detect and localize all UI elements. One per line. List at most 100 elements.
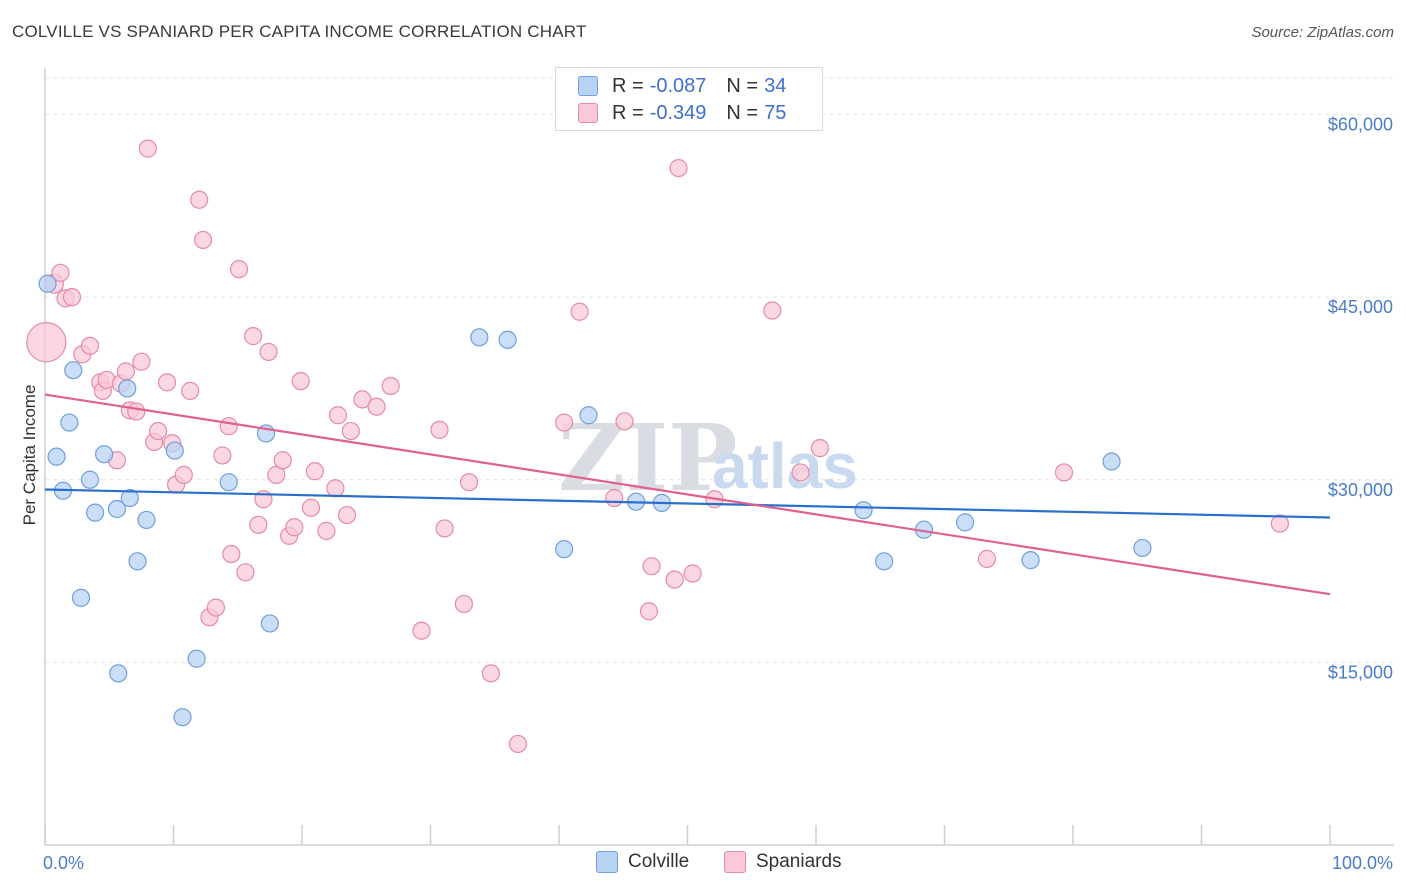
- colville-point: [60, 413, 79, 432]
- legend-r-value: -0.087: [649, 74, 707, 97]
- spaniards-point: [229, 260, 249, 279]
- x-tick-label-start: 0.0%: [43, 853, 84, 873]
- spaniards-point: [132, 352, 151, 371]
- spaniards-point: [669, 158, 688, 178]
- legend-row-spaniards: R = -0.349 N = 75: [578, 101, 786, 125]
- spaniards-point: [305, 462, 324, 481]
- spaniards-point: [193, 230, 213, 250]
- colville-point: [260, 614, 279, 633]
- spaniards-swatch: [578, 103, 598, 123]
- y-tick-label: $30,000: [1328, 480, 1393, 500]
- y-tick-label: $45,000: [1328, 297, 1393, 317]
- spaniards-point: [259, 342, 278, 362]
- spaniards-point: [481, 664, 500, 683]
- spaniards-point: [326, 479, 345, 498]
- legend-item-colville: Colville: [596, 851, 689, 873]
- watermark-atlas: atlas: [712, 430, 858, 502]
- spaniards-legend-swatch: [724, 851, 746, 873]
- spaniards-point: [642, 557, 661, 576]
- colville-point: [165, 441, 184, 460]
- spaniards-point: [157, 373, 177, 392]
- spaniards-point: [508, 734, 527, 754]
- spaniards-point: [412, 621, 431, 640]
- legend-r-label: R =: [612, 101, 644, 124]
- spaniards-point: [435, 519, 454, 538]
- colville-point: [118, 379, 137, 398]
- colville-point: [86, 503, 105, 522]
- colville-point: [173, 708, 192, 727]
- spaniards-point: [51, 263, 70, 282]
- spaniards-point: [328, 406, 348, 425]
- spaniards-point: [337, 505, 357, 525]
- spaniards-point: [148, 421, 168, 441]
- spaniards-point: [341, 421, 360, 441]
- colville-point: [470, 328, 489, 347]
- spaniards-point: [977, 549, 997, 568]
- spaniards-point: [116, 362, 136, 381]
- spaniards-point: [249, 515, 268, 534]
- legend-n-label: N =: [726, 101, 759, 124]
- colville-point: [80, 470, 100, 489]
- spaniards-point: [219, 417, 238, 436]
- colville-point: [579, 406, 598, 425]
- colville-point: [1102, 452, 1121, 471]
- spaniards-point: [1054, 463, 1074, 482]
- spaniards-point: [127, 402, 146, 421]
- spaniards-point: [236, 563, 255, 582]
- spaniards-point: [683, 564, 702, 583]
- spaniards-points: [26, 139, 1289, 754]
- colville-point: [955, 513, 975, 532]
- stats-legend: R = -0.087 N = 34 R = -0.349 N = 75: [555, 67, 823, 131]
- spaniards-trend-line: [44, 393, 1331, 596]
- spaniards-point: [367, 397, 386, 416]
- spaniards-point: [206, 598, 226, 617]
- colville-point: [187, 649, 206, 668]
- colville-point: [71, 588, 91, 607]
- spaniards-point: [605, 488, 624, 508]
- spaniards-point: [244, 327, 263, 346]
- colville-point: [128, 552, 147, 571]
- colville-point: [1021, 551, 1040, 570]
- axes: [44, 68, 1394, 846]
- spaniards-point: [190, 190, 209, 209]
- spaniards-point: [26, 322, 67, 363]
- colville-point: [854, 501, 873, 520]
- spaniards-point: [570, 302, 589, 321]
- colville-point: [875, 552, 894, 571]
- spaniards-point: [181, 381, 200, 400]
- colville-legend-label: Colville: [628, 851, 690, 872]
- spaniards-point: [273, 451, 292, 470]
- y-tick-labels: $15,000 $30,000 $45,000 $60,000: [1328, 115, 1393, 683]
- y-tick-label: $15,000: [1328, 662, 1393, 682]
- spaniards-point: [639, 602, 659, 621]
- legend-r-value: -0.349: [649, 101, 707, 124]
- colville-point: [38, 274, 57, 293]
- spaniards-point: [615, 412, 634, 431]
- chart-title: COLVILLE VS SPANIARD PER CAPITA INCOME C…: [12, 22, 587, 41]
- colville-point: [47, 447, 66, 466]
- spaniards-point: [222, 544, 241, 564]
- colville-point: [555, 540, 574, 559]
- colville-point: [1133, 538, 1152, 558]
- y-tick-label: $60,000: [1328, 115, 1393, 135]
- colville-swatch: [578, 76, 598, 96]
- colville-legend-swatch: [596, 851, 618, 873]
- spaniards-point: [555, 413, 574, 432]
- x-tick-labels: 0.0% 100.0%: [43, 853, 1393, 873]
- legend-n-value: 75: [764, 101, 787, 124]
- legend-item-spaniards: Spaniards: [724, 851, 842, 873]
- colville-point: [137, 510, 156, 530]
- spaniards-point: [213, 446, 232, 465]
- spaniards-point: [291, 372, 310, 391]
- spaniards-point: [138, 139, 157, 158]
- legend-r-label: R =: [612, 74, 644, 97]
- spaniards-point: [381, 376, 400, 396]
- spaniards-point: [810, 439, 829, 458]
- spaniards-point: [317, 521, 336, 540]
- colville-point: [120, 488, 139, 508]
- colville-points: [38, 274, 1152, 727]
- colville-point: [64, 361, 83, 380]
- spaniards-point: [285, 518, 304, 537]
- spaniards-point: [791, 463, 810, 482]
- spaniards-point: [665, 570, 684, 589]
